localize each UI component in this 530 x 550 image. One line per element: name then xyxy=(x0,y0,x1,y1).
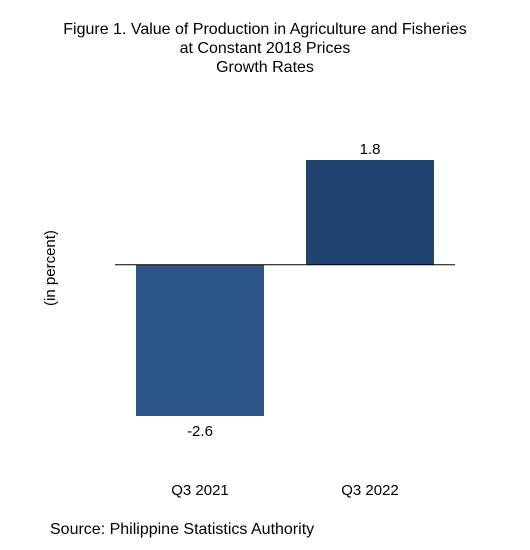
bar-q3-2022 xyxy=(306,160,434,265)
category-label-q3-2022: Q3 2022 xyxy=(341,482,399,499)
labels-group: -2.6 Q3 2021 1.8 Q3 2022 xyxy=(171,141,399,499)
chart-title-line-1: Figure 1. Value of Production in Agricul… xyxy=(63,21,467,38)
data-label-q3-2021: -2.6 xyxy=(187,423,213,440)
chart-title-line-3: Growth Rates xyxy=(216,59,314,76)
source-note: Source: Philippine Statistics Authority xyxy=(50,521,315,538)
data-label-q3-2022: 1.8 xyxy=(360,141,381,158)
bar-q3-2021 xyxy=(136,264,264,416)
chart-title-line-2: at Constant 2018 Prices xyxy=(179,40,351,57)
bars-group xyxy=(136,160,434,416)
y-axis-label: (in percent) xyxy=(42,230,59,306)
category-label-q3-2021: Q3 2021 xyxy=(171,482,229,499)
